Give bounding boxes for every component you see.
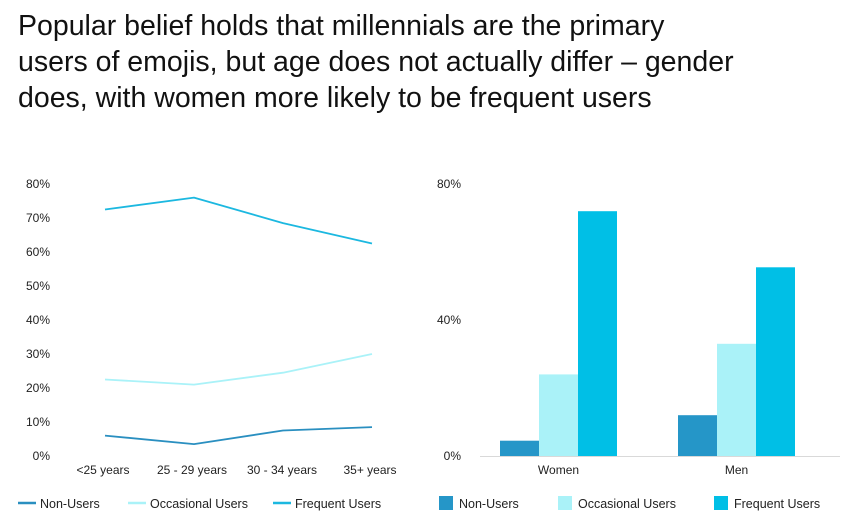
bar-x-tick-label: Men bbox=[725, 463, 748, 477]
title-line-2: users of emojis, but age does not actual… bbox=[18, 46, 734, 78]
bar-men-non-users bbox=[678, 415, 717, 456]
bar-legend-swatch-occasional-users bbox=[558, 496, 572, 510]
title-line-3: does, with women more likely to be frequ… bbox=[18, 82, 652, 114]
line-legend-label-non-users: Non-Users bbox=[40, 497, 100, 511]
line-y-tick-label: 70% bbox=[26, 211, 50, 225]
bar-y-tick-label: 0% bbox=[444, 449, 462, 463]
bar-women-frequent-users bbox=[578, 211, 617, 456]
line-x-tick-label: 25 - 29 years bbox=[157, 463, 227, 477]
bar-men-occasional-users bbox=[717, 343, 756, 456]
line-y-tick-label: 0% bbox=[33, 449, 51, 463]
bar-y-tick-label: 40% bbox=[437, 313, 461, 327]
line-legend-label-occasional-users: Occasional Users bbox=[150, 497, 248, 511]
bar-legend-swatch-non-users bbox=[439, 496, 453, 510]
line-y-tick-label: 60% bbox=[26, 245, 50, 259]
line-x-tick-label: 35+ years bbox=[343, 463, 396, 477]
line-chart: 0% 10% 20% 30% 40% 50% 60% 70% 80% <25 years 25 - … bbox=[18, 177, 397, 511]
bar-legend-swatch-frequent-users bbox=[714, 496, 728, 510]
bar-legend-label-frequent-users: Frequent Users bbox=[734, 497, 820, 511]
bar-legend-label-non-users: Non-Users bbox=[459, 497, 519, 511]
line-y-tick-label: 80% bbox=[26, 177, 50, 191]
bar-women-occasional-users bbox=[539, 374, 578, 456]
bar-x-tick-label: Women bbox=[538, 463, 579, 477]
line-legend-label-frequent-users: Frequent Users bbox=[295, 497, 381, 511]
line-y-tick-label: 10% bbox=[26, 415, 50, 429]
bar-y-tick-label: 80% bbox=[437, 177, 461, 191]
line-y-tick-label: 30% bbox=[26, 347, 50, 361]
line-series-occasional-users bbox=[104, 353, 373, 386]
bar-women-non-users bbox=[500, 440, 539, 456]
line-x-tick-label: <25 years bbox=[76, 463, 129, 477]
line-series-frequent-users bbox=[104, 196, 373, 245]
line-y-tick-label: 40% bbox=[26, 313, 50, 327]
bar-men-frequent-users bbox=[756, 267, 795, 456]
line-x-tick-label: 30 - 34 years bbox=[247, 463, 317, 477]
line-series-non-users bbox=[104, 426, 373, 446]
chart-title: Popular belief holds that millennials ar… bbox=[18, 8, 848, 116]
line-y-tick-label: 20% bbox=[26, 381, 50, 395]
title-line-1: Popular belief holds that millennials ar… bbox=[18, 10, 665, 42]
line-y-tick-label: 50% bbox=[26, 279, 50, 293]
bar-legend-label-occasional-users: Occasional Users bbox=[578, 497, 676, 511]
bar-chart: 0% 40% 80% Women Men Non-Users Occasional User… bbox=[437, 177, 840, 511]
